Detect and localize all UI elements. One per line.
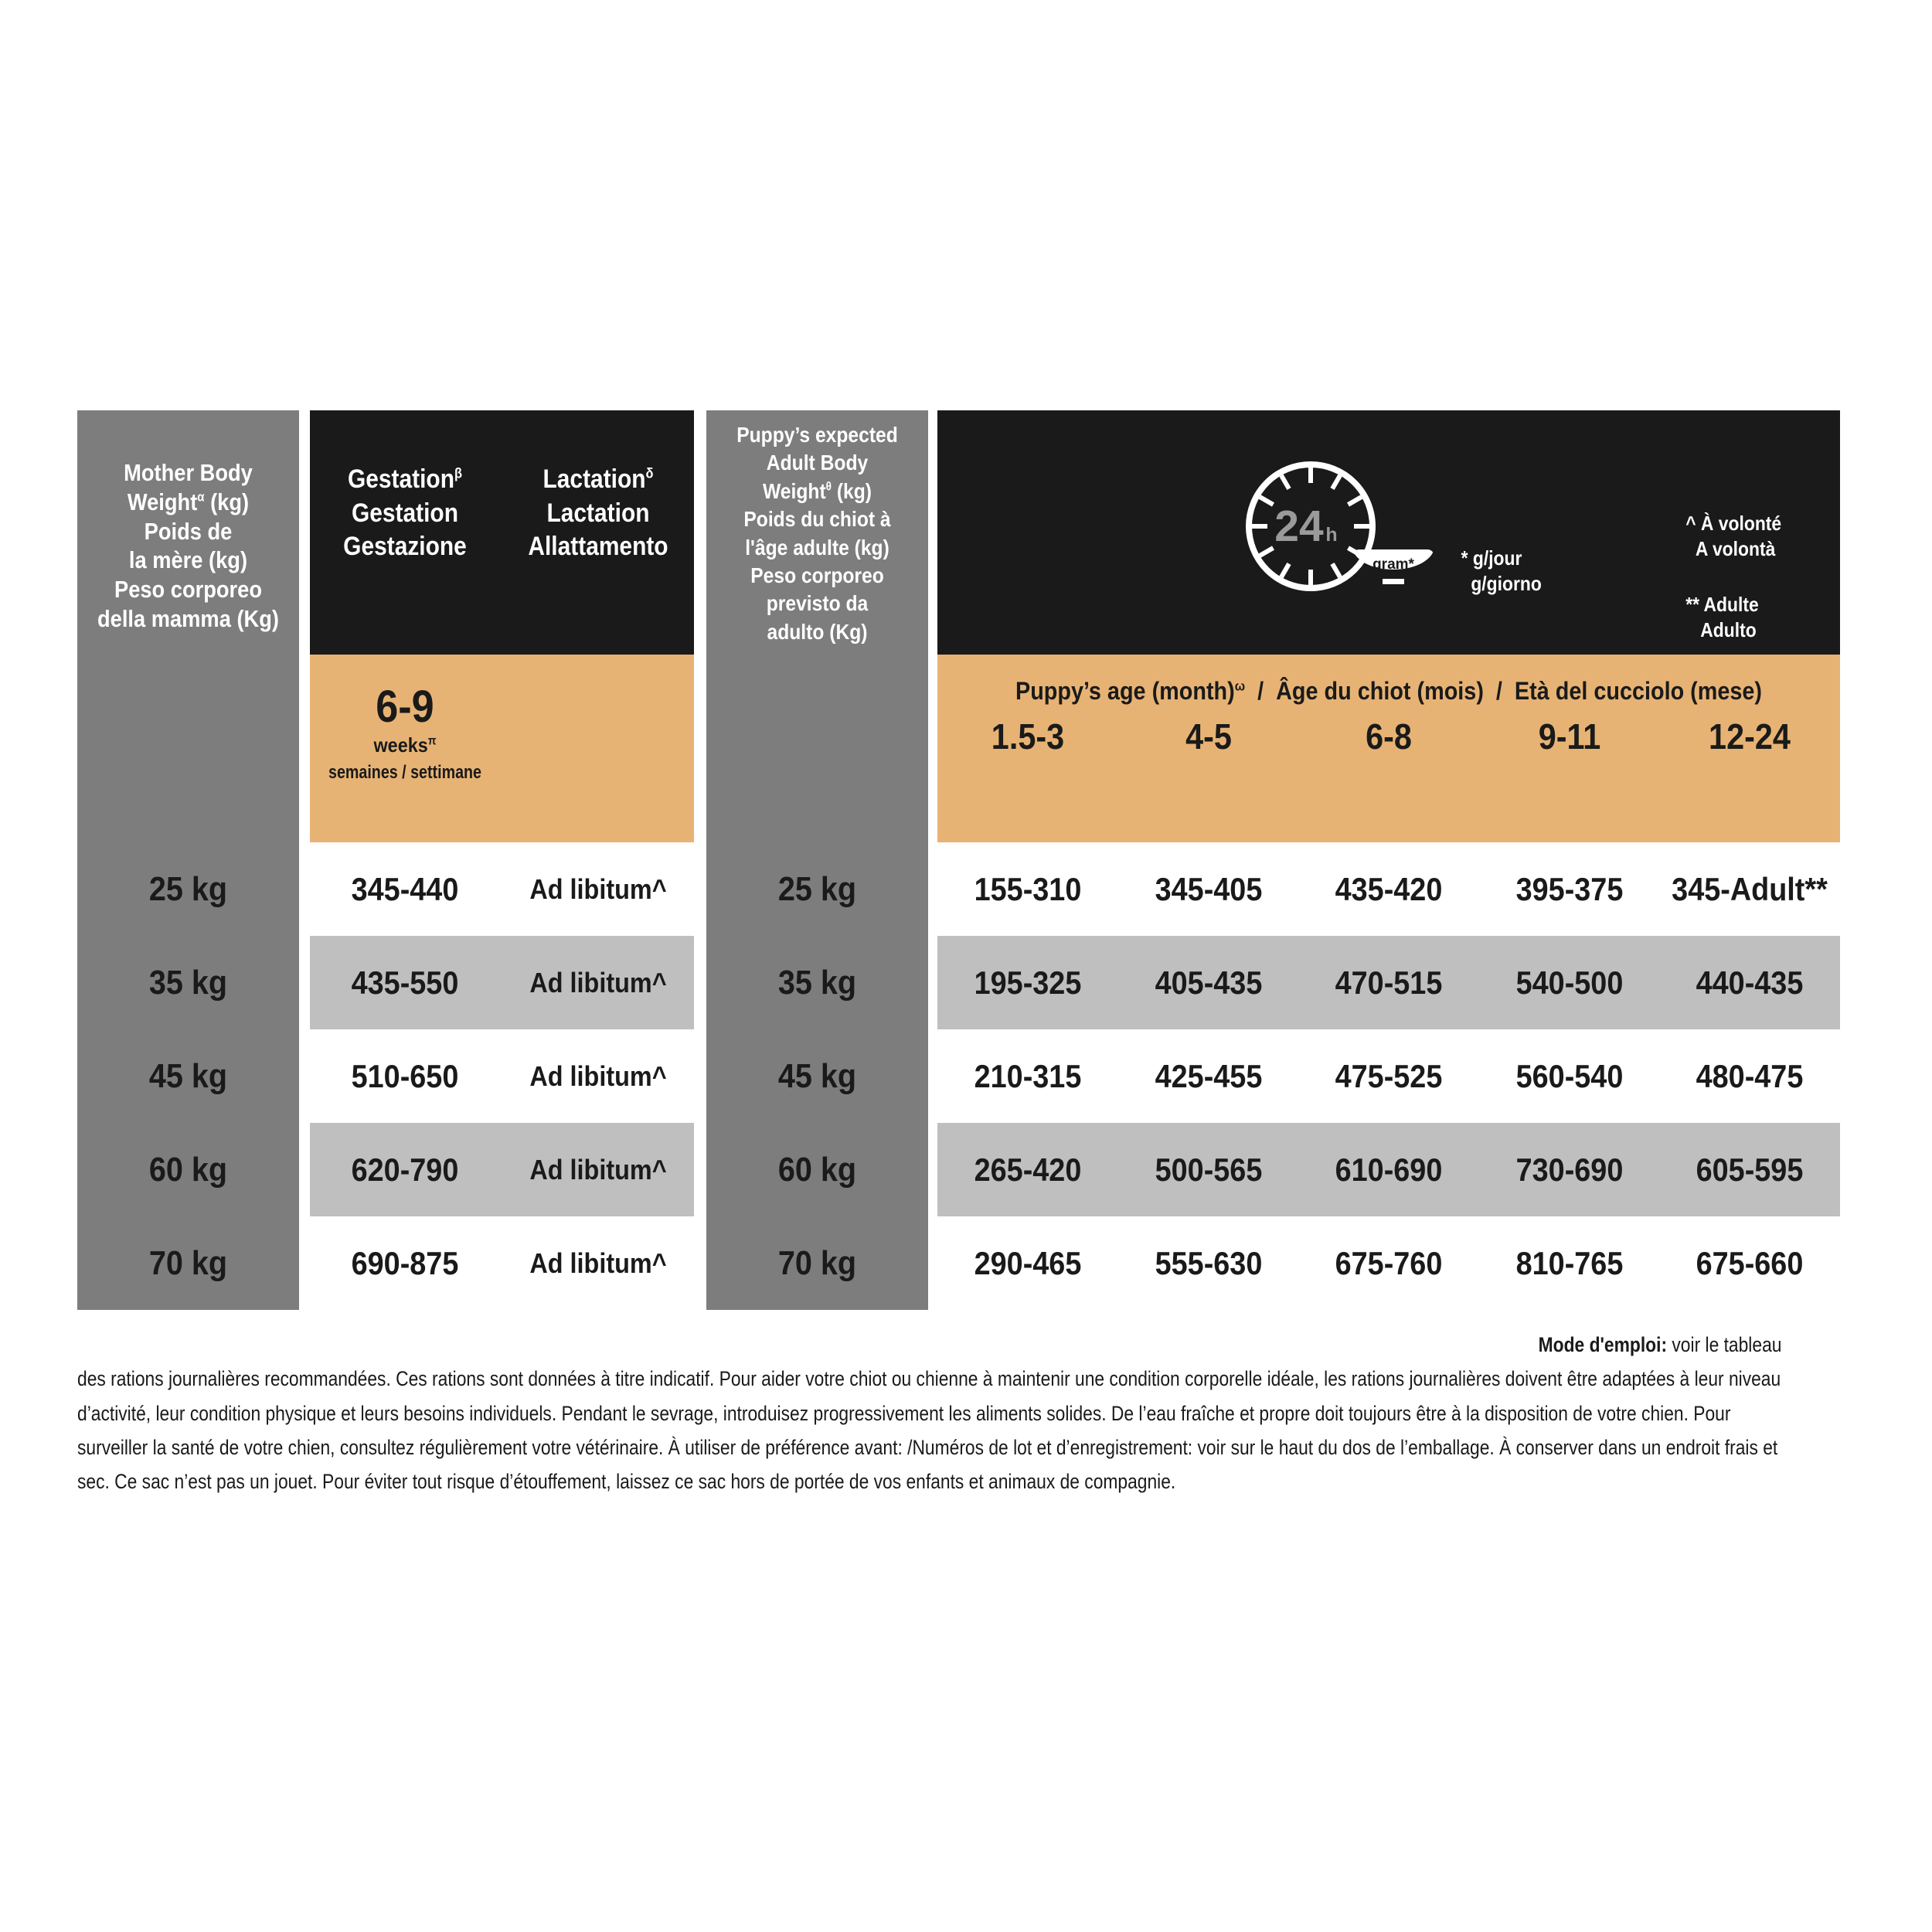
svg-text:h: h — [1325, 524, 1337, 546]
svg-text:gram*: gram* — [1372, 556, 1414, 573]
svg-text:24: 24 — [1274, 502, 1324, 551]
